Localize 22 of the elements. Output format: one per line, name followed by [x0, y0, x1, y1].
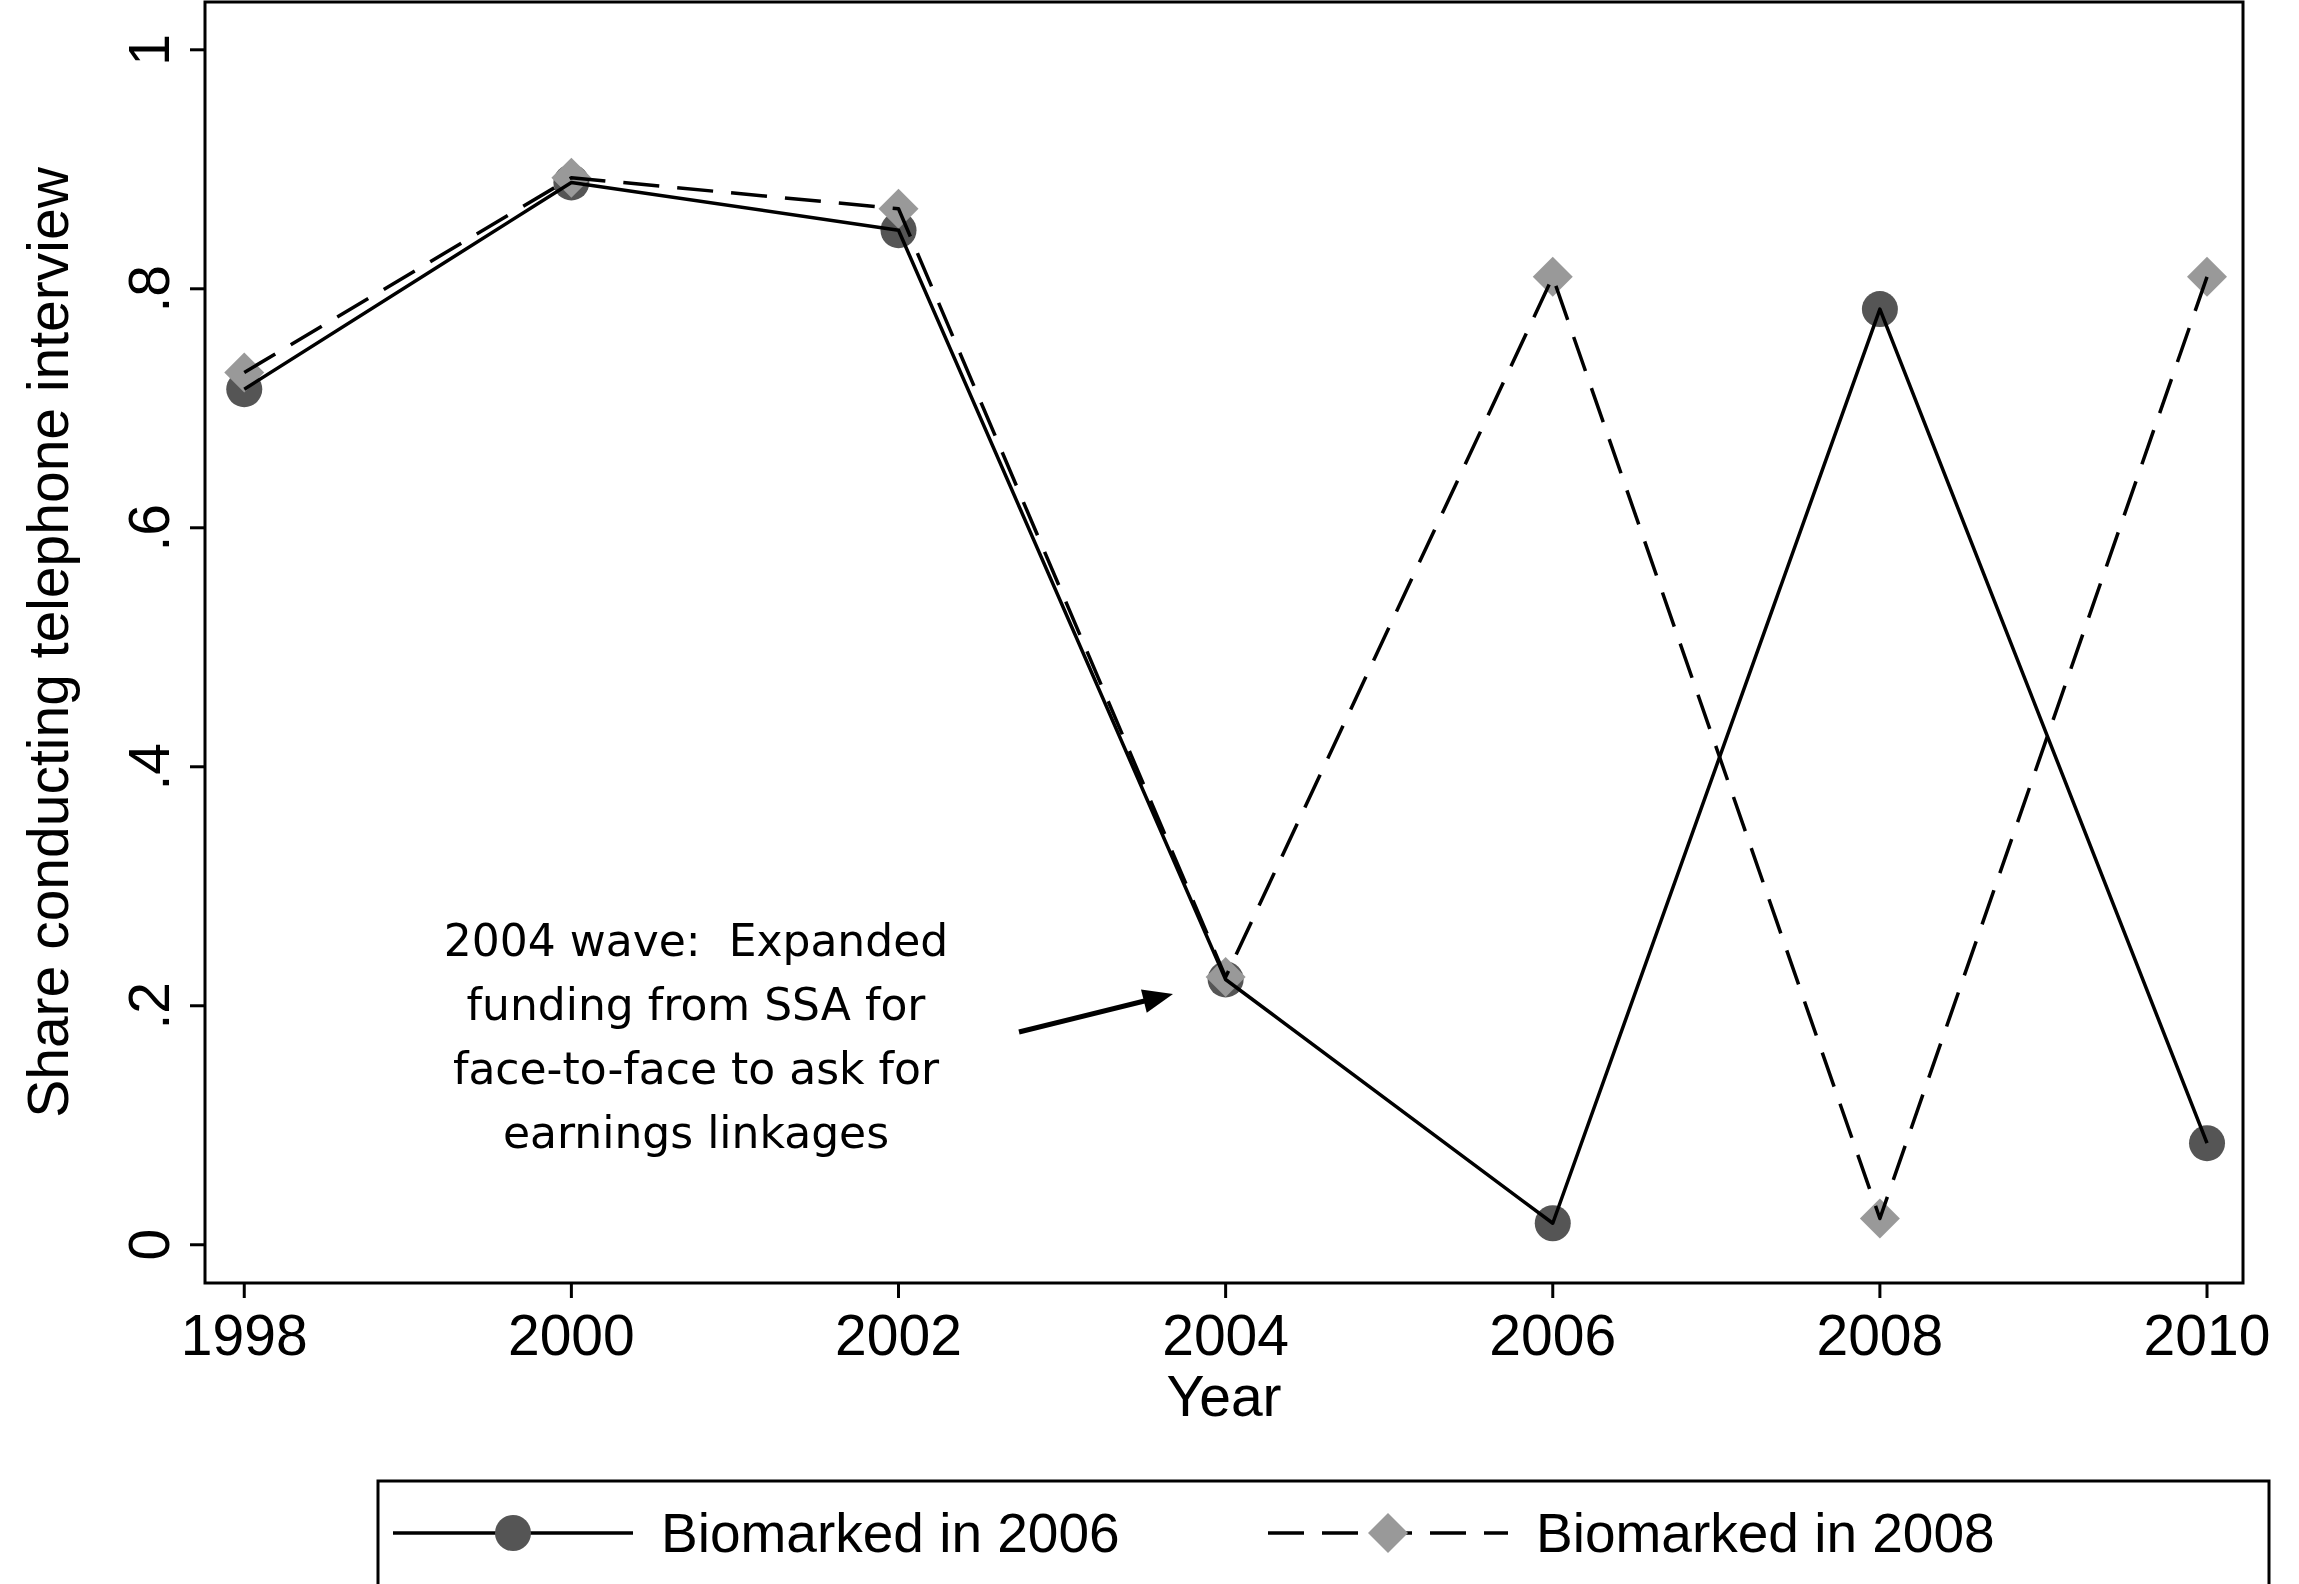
- x-tick-label: 2000: [507, 1303, 635, 1367]
- point: [878, 188, 919, 229]
- point: [1532, 256, 1573, 297]
- x-tick-label: 2010: [2143, 1303, 2271, 1367]
- annotation: 2004 wave: Expanded funding from SSA for face-to-face to ask for earnings linkages: [443, 915, 949, 1158]
- y-tick-label: .6: [117, 504, 181, 552]
- x-tick-label: 2004: [1162, 1303, 1290, 1367]
- point: [2187, 256, 2228, 297]
- legend-label: Biomarked in 2008: [1536, 1502, 1995, 1564]
- y-tick-label: 0: [117, 1228, 181, 1261]
- x-tick-label: 1998: [180, 1303, 308, 1367]
- x-tick-label: 2006: [1489, 1303, 1617, 1367]
- y-tick-label: 1: [117, 33, 181, 66]
- y-tick-label: .8: [117, 265, 181, 313]
- y-tick-label: .2: [117, 982, 181, 1030]
- legend-label: Biomarked in 2006: [661, 1502, 1120, 1564]
- point: [2189, 1125, 2226, 1162]
- x-axis-title: Year: [1166, 1364, 1282, 1428]
- y-axis-title: Share conducting telephone interview: [16, 166, 80, 1118]
- x-tick-label: 2002: [835, 1303, 962, 1367]
- y-tick-label: .4: [117, 743, 181, 791]
- x-tick-label: 2008: [1816, 1303, 1944, 1367]
